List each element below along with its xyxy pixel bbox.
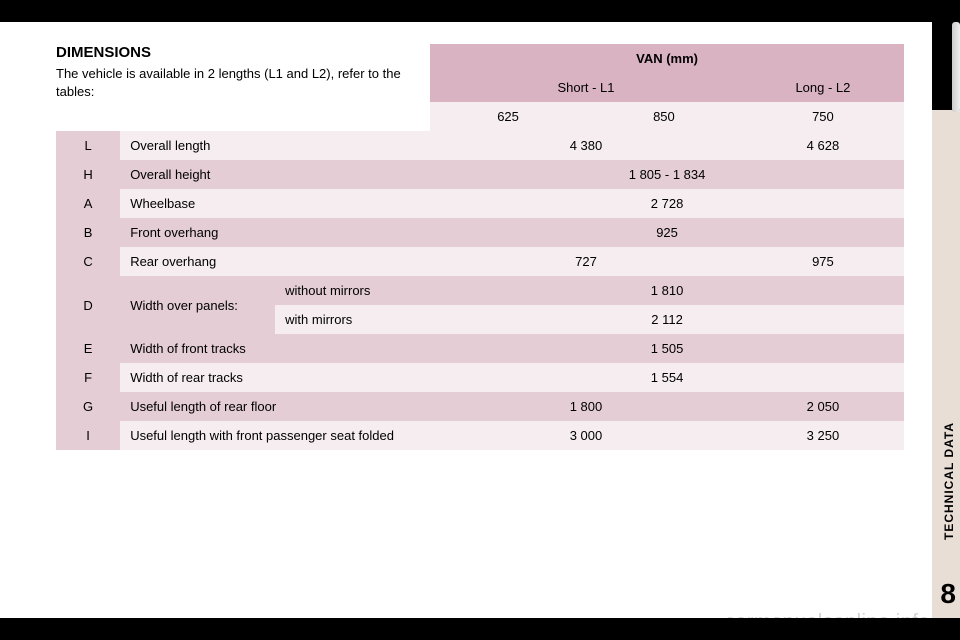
- row-I-label: Useful length with front passenger seat …: [120, 421, 430, 450]
- side-tab: [932, 110, 960, 618]
- header-short: Short - L1: [430, 73, 742, 102]
- row-D-sub-no: without mirrors: [275, 276, 430, 305]
- subhdr-1: 625: [430, 102, 586, 131]
- row-A-val: 2 728: [430, 189, 904, 218]
- row-C-short: 727: [430, 247, 742, 276]
- row-D-code: D: [56, 276, 120, 334]
- row-L-short: 4 380: [430, 131, 742, 160]
- row-C-label: Rear overhang: [120, 247, 430, 276]
- row-B-label: Front overhang: [120, 218, 430, 247]
- row-C-long: 975: [742, 247, 904, 276]
- row-E-code: E: [56, 334, 120, 363]
- row-G-code: G: [56, 392, 120, 421]
- section-description: The vehicle is available in 2 lengths (L…: [56, 65, 416, 100]
- header-long: Long - L2: [742, 73, 904, 102]
- row-D-val-yes: 2 112: [430, 305, 904, 334]
- page-background: DIMENSIONS The vehicle is available in 2…: [0, 22, 932, 618]
- row-L-code: L: [56, 131, 120, 160]
- row-A-code: A: [56, 189, 120, 218]
- row-F-code: F: [56, 363, 120, 392]
- side-label: TECHNICAL DATA: [942, 422, 956, 540]
- watermark: carmanualsonline.info: [725, 611, 930, 634]
- subhdr-2: 850: [586, 102, 742, 131]
- row-D-label: Width over panels:: [120, 276, 275, 334]
- section-title: DIMENSIONS: [56, 44, 430, 61]
- row-B-val: 925: [430, 218, 904, 247]
- row-E-label: Width of front tracks: [120, 334, 430, 363]
- row-I-long: 3 250: [742, 421, 904, 450]
- row-F-label: Width of rear tracks: [120, 363, 430, 392]
- row-B-code: B: [56, 218, 120, 247]
- row-H-code: H: [56, 160, 120, 189]
- row-H-val: 1 805 - 1 834: [430, 160, 904, 189]
- row-F-val: 1 554: [430, 363, 904, 392]
- row-I-code: I: [56, 421, 120, 450]
- row-E-val: 1 505: [430, 334, 904, 363]
- row-C-code: C: [56, 247, 120, 276]
- subhdr-3: 750: [742, 102, 904, 131]
- header-van: VAN (mm): [430, 44, 904, 73]
- row-G-label: Useful length of rear floor: [120, 392, 430, 421]
- row-H-label: Overall height: [120, 160, 430, 189]
- row-L-label: Overall length: [120, 131, 430, 160]
- row-G-long: 2 050: [742, 392, 904, 421]
- scrollbar[interactable]: [952, 22, 960, 112]
- row-L-long: 4 628: [742, 131, 904, 160]
- row-G-short: 1 800: [430, 392, 742, 421]
- row-D-sub-yes: with mirrors: [275, 305, 430, 334]
- dimensions-table: DIMENSIONS The vehicle is available in 2…: [56, 44, 904, 450]
- row-D-val-no: 1 810: [430, 276, 904, 305]
- chapter-number: 8: [940, 578, 956, 610]
- row-I-short: 3 000: [430, 421, 742, 450]
- row-A-label: Wheelbase: [120, 189, 430, 218]
